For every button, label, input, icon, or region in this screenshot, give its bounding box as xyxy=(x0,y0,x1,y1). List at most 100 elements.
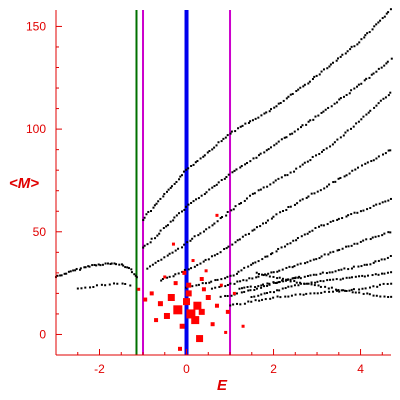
data-point xyxy=(311,229,314,232)
data-point xyxy=(365,77,368,80)
data-point xyxy=(374,235,377,238)
red-data-point xyxy=(191,259,195,263)
data-point xyxy=(280,138,283,141)
data-point xyxy=(332,219,335,222)
data-point xyxy=(211,224,214,227)
data-point xyxy=(321,271,324,274)
data-point xyxy=(329,220,332,223)
data-point xyxy=(307,82,310,85)
data-point xyxy=(358,41,361,44)
data-point xyxy=(248,277,251,280)
data-point xyxy=(338,290,341,293)
data-point xyxy=(317,114,320,117)
data-point xyxy=(386,60,389,63)
data-point xyxy=(343,267,346,270)
data-point xyxy=(292,277,295,280)
data-point xyxy=(314,115,317,118)
data-point xyxy=(289,171,292,174)
data-point xyxy=(173,182,176,185)
data-point xyxy=(314,226,317,229)
data-point xyxy=(122,264,125,267)
red-data-point xyxy=(205,295,211,300)
data-point xyxy=(348,289,351,292)
data-point xyxy=(113,262,116,265)
data-point xyxy=(297,88,300,91)
tick-labels: -2 0 2 4 0 50 100 150 xyxy=(26,19,364,376)
data-point xyxy=(354,168,357,171)
data-point xyxy=(202,155,205,158)
data-point xyxy=(287,206,290,209)
data-point xyxy=(372,285,375,288)
data-point xyxy=(187,167,190,170)
data-point xyxy=(334,270,337,273)
data-point xyxy=(375,157,378,160)
data-point xyxy=(244,122,247,125)
data-point xyxy=(319,189,322,192)
data-point xyxy=(152,206,155,209)
data-point xyxy=(325,147,328,150)
x-tick-label: 2 xyxy=(270,362,277,376)
data-point xyxy=(375,104,378,107)
data-point xyxy=(373,25,376,28)
data-point xyxy=(160,279,163,282)
data-point xyxy=(390,57,393,60)
data-point xyxy=(363,263,366,266)
data-point xyxy=(362,239,365,242)
data-point xyxy=(372,261,375,264)
data-point xyxy=(347,214,350,217)
data-point xyxy=(378,283,381,286)
data-point xyxy=(150,210,153,213)
data-point xyxy=(120,263,123,266)
data-point xyxy=(197,234,200,237)
data-point xyxy=(258,299,261,302)
data-point xyxy=(259,188,262,191)
data-point xyxy=(193,265,196,268)
data-point xyxy=(375,70,378,73)
data-point xyxy=(275,250,278,253)
data-point xyxy=(278,289,281,292)
data-point xyxy=(80,287,83,290)
data-point xyxy=(186,241,189,244)
data-point xyxy=(126,266,129,269)
data-point xyxy=(229,274,232,277)
data-point xyxy=(357,166,360,169)
data-point xyxy=(255,276,258,279)
data-point xyxy=(129,284,132,287)
data-point xyxy=(158,232,161,235)
data-point xyxy=(336,138,339,141)
data-point xyxy=(239,166,242,169)
data-point xyxy=(197,283,200,286)
data-point xyxy=(309,159,312,162)
red-data-point xyxy=(183,298,191,306)
data-point xyxy=(216,220,219,223)
data-point xyxy=(289,278,292,281)
data-point xyxy=(230,294,233,297)
data-point xyxy=(145,213,148,216)
data-point xyxy=(178,178,181,181)
data-point xyxy=(146,243,149,246)
data-point xyxy=(322,68,325,71)
data-point xyxy=(238,287,241,290)
data-point xyxy=(317,284,320,287)
data-point xyxy=(142,219,145,222)
red-data-point xyxy=(173,305,183,315)
data-point xyxy=(370,73,373,76)
data-point xyxy=(319,285,322,288)
data-point xyxy=(350,89,353,92)
data-point xyxy=(253,192,256,195)
data-point xyxy=(325,272,328,275)
data-point xyxy=(351,291,354,294)
data-point xyxy=(205,191,208,194)
data-point xyxy=(276,277,279,280)
data-point xyxy=(353,242,356,245)
data-point xyxy=(362,292,365,295)
data-point xyxy=(224,277,227,280)
data-point xyxy=(383,258,386,261)
data-point xyxy=(354,275,357,278)
data-point xyxy=(366,292,369,295)
data-point xyxy=(255,287,258,290)
data-point xyxy=(231,171,234,174)
data-point xyxy=(236,280,239,283)
data-point xyxy=(263,285,266,288)
data-point xyxy=(83,266,86,269)
